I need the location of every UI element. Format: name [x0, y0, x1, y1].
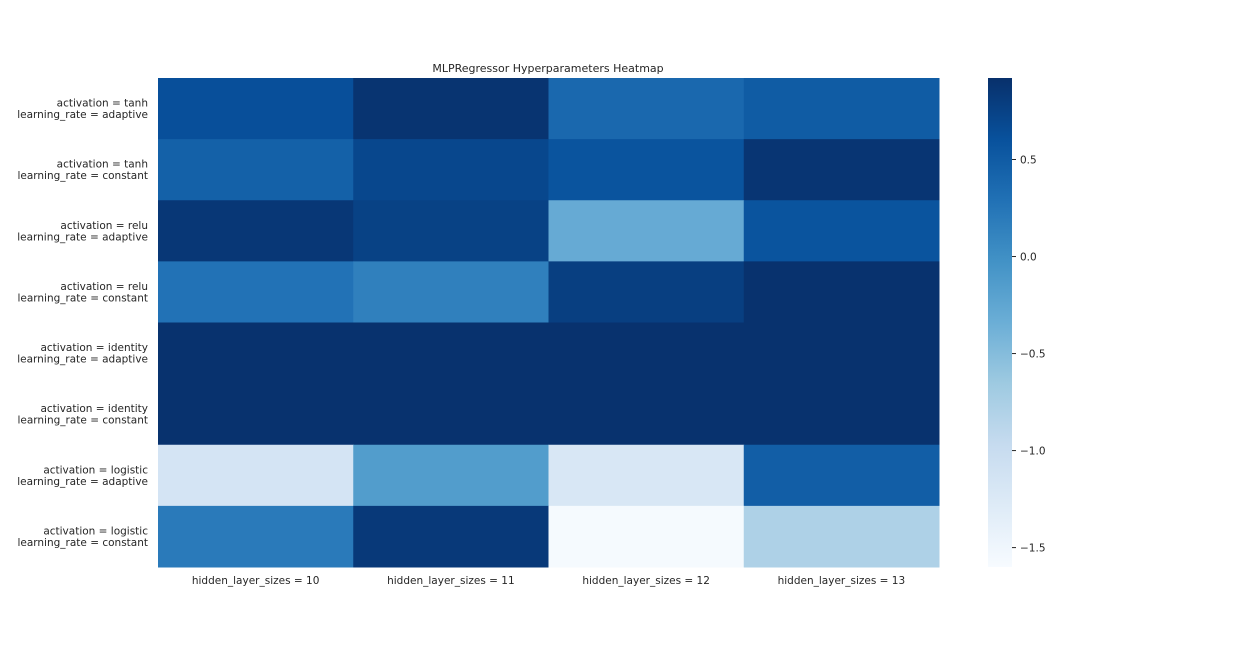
heatmap-cell: [158, 200, 354, 262]
heatmap-cell: [743, 505, 940, 568]
heatmap-cell: [353, 139, 549, 201]
heatmap-cell: [158, 322, 354, 385]
heatmap-cell: [353, 78, 549, 140]
colorbar-tick-label: 0.0: [1020, 252, 1037, 264]
x-tick-label: hidden_layer_sizes = 10: [192, 575, 320, 587]
heatmap-cell: [548, 200, 745, 262]
x-tick-labels: hidden_layer_sizes = 10 hidden_layer_size…: [192, 575, 905, 587]
heatmap-cell: [743, 261, 940, 323]
heatmap-cell: [158, 505, 354, 568]
heatmap-cell: [353, 383, 549, 446]
heatmap-cell: [158, 78, 354, 140]
heatmap-cell: [158, 261, 354, 323]
y-tick-label: activation = relu learning_rate = constan…: [17, 281, 148, 305]
heatmap-cell: [743, 78, 940, 140]
heatmap-cell: [353, 505, 549, 568]
y-tick-label: activation = identity learning_rate = con…: [17, 403, 148, 427]
y-tick-label: activation = logistic learning_rate = ada…: [17, 464, 148, 488]
heatmap-cell: [743, 444, 940, 507]
heatmap-cell: [548, 505, 745, 568]
heatmap-cell: [353, 261, 549, 323]
x-tick-label: hidden_layer_sizes = 12: [582, 575, 710, 587]
y-tick-label: activation = tanh learning_rate = constan…: [17, 159, 148, 183]
colorbar-tick-label: −1.0: [1020, 446, 1046, 458]
colorbar-tick-label: −0.5: [1020, 349, 1046, 361]
heatmap-cell: [743, 200, 940, 262]
heatmap-cell: [158, 139, 354, 201]
colorbar-tick-label: 0.5: [1020, 155, 1037, 167]
heatmap-cell: [353, 444, 549, 507]
heatmap-cell: [548, 78, 745, 140]
heatmap-cell: [548, 139, 745, 201]
heatmap-cell: [743, 383, 940, 446]
heatmap-cell: [743, 322, 940, 385]
y-tick-label: activation = identity learning_rate = ada…: [17, 342, 148, 366]
heatmap-cell: [548, 383, 745, 446]
heatmap-cell: [743, 139, 940, 201]
heatmap-cells: [158, 78, 940, 568]
heatmap-cell: [158, 444, 354, 507]
y-tick-label: activation = relu learning_rate = adaptiv…: [17, 220, 148, 244]
heatmap-cell: [548, 322, 745, 385]
colorbar: [988, 78, 1012, 567]
colorbar-tick-label: −1.5: [1020, 543, 1046, 555]
colorbar-ticks: 0.5 0.0 −0.5 −1.0 −1.5: [1012, 155, 1046, 555]
heatmap-cell: [548, 261, 745, 323]
y-tick-label: activation = tanh learning_rate = adaptiv…: [17, 98, 148, 122]
heatmap-cell: [158, 383, 354, 446]
chart-title: MLPRegressor Hyperparameters Heatmap: [432, 62, 663, 75]
x-tick-label: hidden_layer_sizes = 11: [387, 575, 515, 587]
heatmap-cell: [548, 444, 745, 507]
heatmap-cell: [353, 322, 549, 385]
heatmap-cell: [353, 200, 549, 262]
y-tick-label: activation = logistic learning_rate = con…: [17, 525, 148, 549]
y-tick-labels: activation = tanh learning_rate = adaptiv…: [17, 98, 148, 549]
x-tick-label: hidden_layer_sizes = 13: [778, 575, 906, 587]
